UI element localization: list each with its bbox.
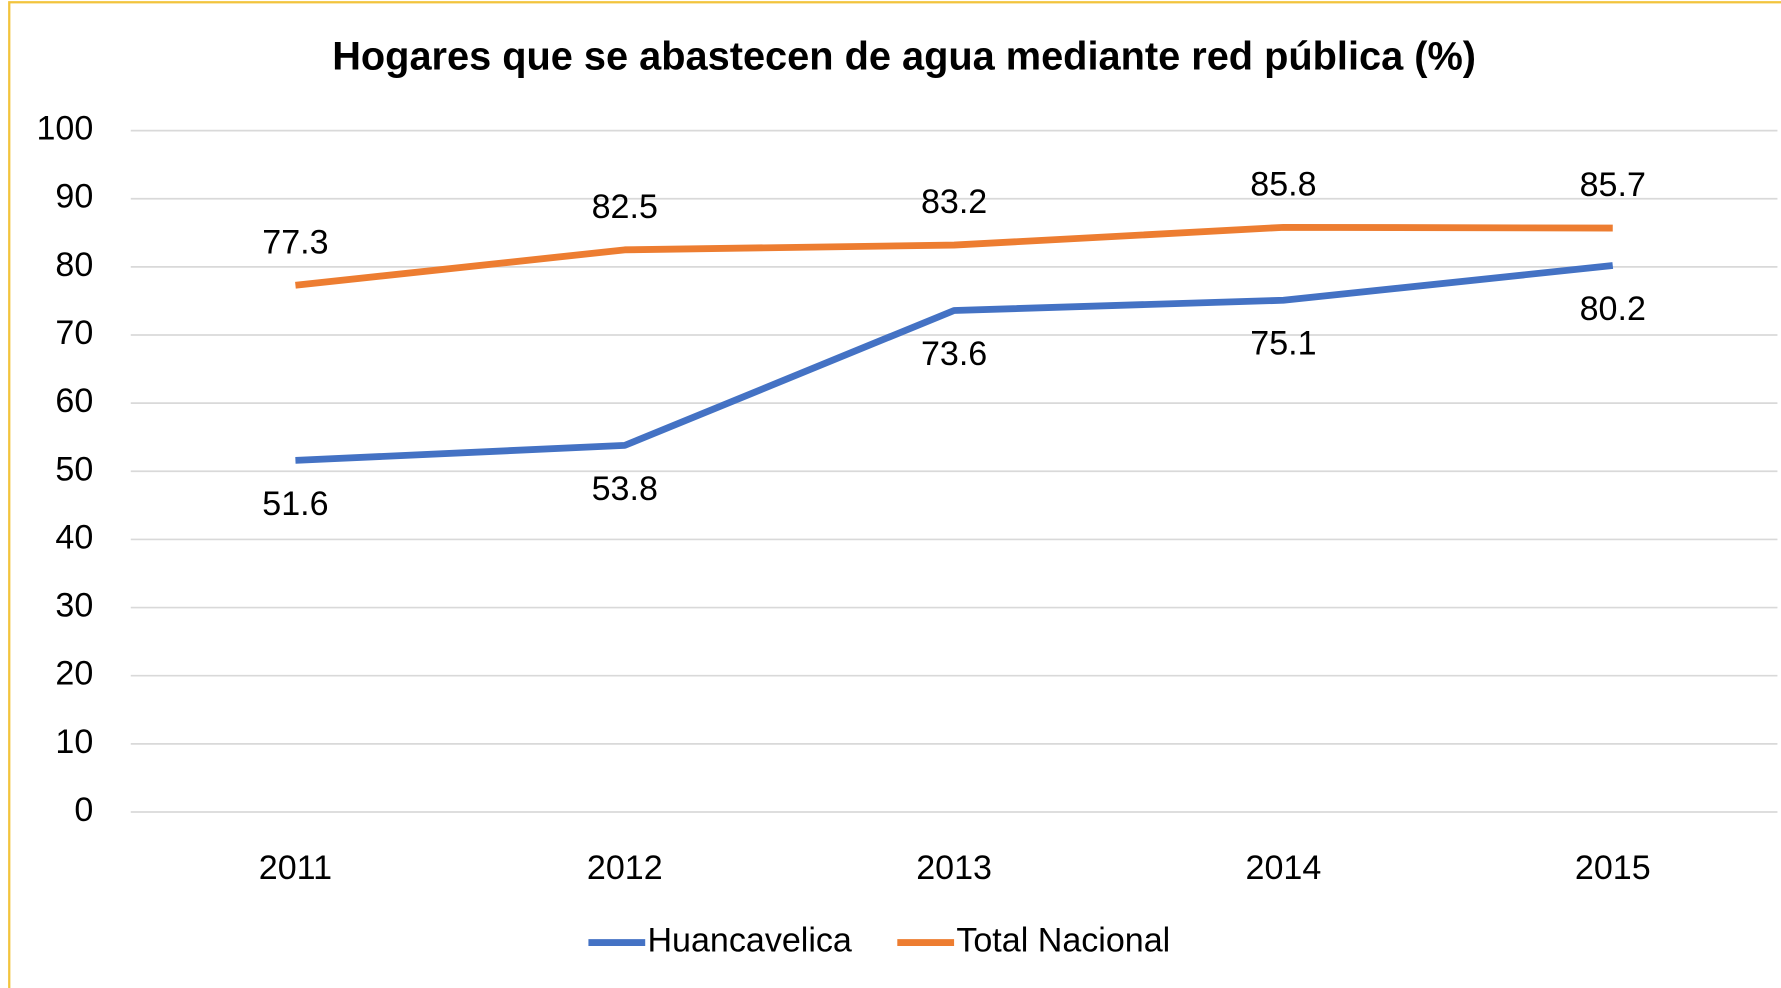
y-tick-label: 10 — [55, 723, 93, 761]
y-tick-label: 70 — [55, 314, 93, 352]
data-label: 82.5 — [592, 188, 658, 226]
data-label: 85.8 — [1250, 165, 1316, 203]
data-label: 53.8 — [592, 470, 658, 508]
x-tick-label: 2012 — [587, 849, 663, 887]
data-label: 80.2 — [1580, 290, 1646, 328]
y-tick-label: 80 — [55, 246, 93, 284]
data-label: 85.7 — [1580, 166, 1646, 204]
x-tick-label: 2015 — [1575, 849, 1651, 887]
y-tick-label: 30 — [55, 587, 93, 625]
x-tick-label: 2011 — [259, 849, 332, 887]
x-tick-label: 2013 — [916, 849, 992, 887]
y-tick-label: 90 — [55, 178, 93, 216]
data-label: 51.6 — [262, 485, 328, 523]
data-label: 75.1 — [1250, 325, 1316, 363]
data-label: 73.6 — [921, 335, 987, 373]
legend-label: Huancavelica — [647, 922, 851, 960]
data-label: 83.2 — [921, 183, 987, 221]
y-tick-label: 50 — [55, 450, 93, 488]
y-tick-label: 40 — [55, 518, 93, 556]
x-tick-label: 2014 — [1246, 849, 1322, 887]
line-series — [295, 262, 1614, 464]
line-series — [295, 223, 1613, 289]
chart-title: Hogares que se abastecen de agua mediant… — [332, 35, 1476, 79]
y-tick-label: 20 — [55, 655, 93, 693]
legend-label: Total Nacional — [956, 922, 1170, 960]
y-tick-label: 100 — [36, 110, 93, 148]
data-label: 77.3 — [262, 223, 328, 261]
y-tick-label: 60 — [55, 382, 93, 420]
y-tick-label: 0 — [74, 791, 93, 829]
chart-border — [8, 1, 1781, 988]
